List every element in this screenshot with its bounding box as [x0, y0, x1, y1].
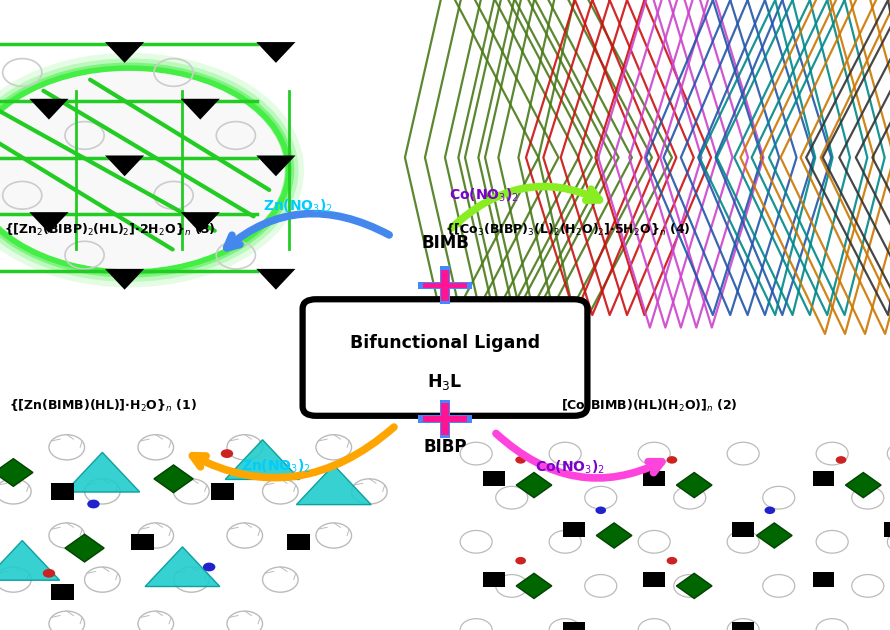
Polygon shape	[29, 212, 69, 233]
Polygon shape	[676, 573, 712, 598]
Bar	[211, 483, 234, 500]
Circle shape	[836, 456, 846, 464]
Circle shape	[221, 449, 233, 458]
Bar	[643, 572, 665, 587]
Text: BIBP: BIBP	[424, 438, 466, 456]
Bar	[440, 400, 450, 438]
Circle shape	[667, 456, 677, 464]
Text: H$_3$L: H$_3$L	[427, 372, 463, 392]
Circle shape	[515, 456, 526, 464]
Bar	[418, 415, 472, 423]
Text: {[Zn(BIMB)(HL)]·H$_2$O}$_n$ (1): {[Zn(BIMB)(HL)]·H$_2$O}$_n$ (1)	[9, 398, 197, 415]
Bar	[732, 622, 754, 630]
Polygon shape	[516, 573, 552, 598]
Bar	[418, 282, 472, 289]
Bar	[440, 266, 450, 304]
Polygon shape	[154, 465, 193, 493]
Bar	[813, 471, 834, 486]
Polygon shape	[181, 212, 220, 233]
FancyArrowPatch shape	[451, 186, 600, 228]
Circle shape	[87, 500, 100, 508]
Bar	[483, 471, 505, 486]
Bar	[441, 270, 449, 301]
Text: {[Zn$_2$(BIBP)$_2$(HL)$_2$]·2H$_2$O}$_n$ (3): {[Zn$_2$(BIBP)$_2$(HL)$_2$]·2H$_2$O}$_n$…	[4, 222, 216, 238]
Text: Co(NO$_3$)$_2$: Co(NO$_3$)$_2$	[449, 186, 520, 204]
Circle shape	[667, 557, 677, 564]
Text: Zn(NO$_3$)$_2$: Zn(NO$_3$)$_2$	[263, 198, 333, 215]
Bar	[732, 522, 754, 537]
Polygon shape	[256, 269, 295, 290]
Circle shape	[595, 507, 606, 514]
Text: Zn(NO$_3$)$_2$: Zn(NO$_3$)$_2$	[241, 457, 311, 475]
FancyArrowPatch shape	[192, 427, 394, 478]
Bar	[51, 483, 74, 500]
Bar	[287, 534, 310, 550]
FancyArrowPatch shape	[227, 214, 389, 248]
Circle shape	[765, 507, 775, 514]
FancyArrowPatch shape	[496, 433, 662, 478]
Polygon shape	[65, 452, 140, 492]
Polygon shape	[29, 99, 69, 120]
Text: BIMB: BIMB	[421, 234, 469, 251]
Polygon shape	[181, 99, 220, 120]
Bar	[643, 471, 665, 486]
Polygon shape	[676, 472, 712, 498]
Circle shape	[43, 569, 55, 578]
Polygon shape	[756, 523, 792, 548]
Bar	[483, 572, 505, 587]
Text: Bifunctional Ligand: Bifunctional Ligand	[350, 334, 540, 352]
Bar	[441, 403, 449, 435]
Polygon shape	[105, 42, 144, 63]
Bar	[563, 622, 585, 630]
Polygon shape	[65, 534, 104, 562]
Bar	[131, 534, 154, 550]
Text: {[Co$_3$(BIBP)$_3$(L)$_2$(H$_2$O)$_2$]·5H$_2$O}$_n$ (4): {[Co$_3$(BIBP)$_3$(L)$_2$(H$_2$O)$_2$]·5…	[445, 222, 691, 238]
Text: Co(NO$_3$)$_2$: Co(NO$_3$)$_2$	[535, 459, 604, 476]
Circle shape	[203, 563, 215, 571]
Polygon shape	[256, 156, 295, 176]
Bar	[423, 283, 467, 288]
Ellipse shape	[0, 71, 285, 270]
Circle shape	[515, 557, 526, 564]
Polygon shape	[296, 465, 371, 505]
Bar	[884, 522, 890, 537]
Bar	[51, 584, 74, 600]
Polygon shape	[256, 42, 295, 63]
Polygon shape	[516, 472, 552, 498]
Polygon shape	[0, 459, 33, 486]
Bar	[423, 416, 467, 421]
Polygon shape	[0, 541, 60, 580]
Polygon shape	[145, 547, 220, 587]
Polygon shape	[105, 269, 144, 290]
Bar	[813, 572, 834, 587]
Polygon shape	[846, 472, 881, 498]
Polygon shape	[105, 156, 144, 176]
FancyBboxPatch shape	[303, 299, 587, 416]
Bar	[563, 522, 585, 537]
Polygon shape	[596, 523, 632, 548]
Polygon shape	[225, 440, 300, 479]
Text: [Co(BIMB)(HL)(H$_2$O)]$_n$ (2): [Co(BIMB)(HL)(H$_2$O)]$_n$ (2)	[561, 398, 738, 415]
